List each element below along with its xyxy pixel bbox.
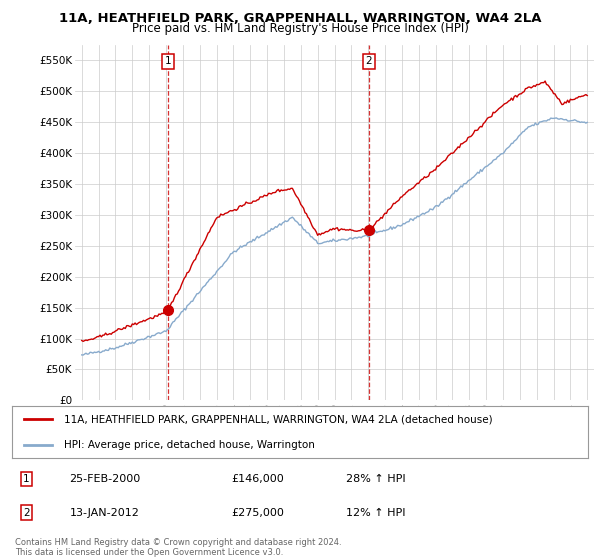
Text: 1: 1 <box>23 474 30 484</box>
Text: £275,000: £275,000 <box>231 507 284 517</box>
Text: 1: 1 <box>165 57 172 67</box>
Text: 25-FEB-2000: 25-FEB-2000 <box>70 474 141 484</box>
Text: 2: 2 <box>23 507 30 517</box>
Text: £146,000: £146,000 <box>231 474 284 484</box>
Text: Price paid vs. HM Land Registry's House Price Index (HPI): Price paid vs. HM Land Registry's House … <box>131 22 469 35</box>
Text: 2: 2 <box>365 57 372 67</box>
Text: 13-JAN-2012: 13-JAN-2012 <box>70 507 139 517</box>
Text: 11A, HEATHFIELD PARK, GRAPPENHALL, WARRINGTON, WA4 2LA (detached house): 11A, HEATHFIELD PARK, GRAPPENHALL, WARRI… <box>64 414 493 424</box>
Text: Contains HM Land Registry data © Crown copyright and database right 2024.
This d: Contains HM Land Registry data © Crown c… <box>15 538 341 557</box>
Text: 28% ↑ HPI: 28% ↑ HPI <box>346 474 406 484</box>
Text: 11A, HEATHFIELD PARK, GRAPPENHALL, WARRINGTON, WA4 2LA: 11A, HEATHFIELD PARK, GRAPPENHALL, WARRI… <box>59 12 541 25</box>
Text: 12% ↑ HPI: 12% ↑ HPI <box>346 507 406 517</box>
Text: HPI: Average price, detached house, Warrington: HPI: Average price, detached house, Warr… <box>64 440 315 450</box>
